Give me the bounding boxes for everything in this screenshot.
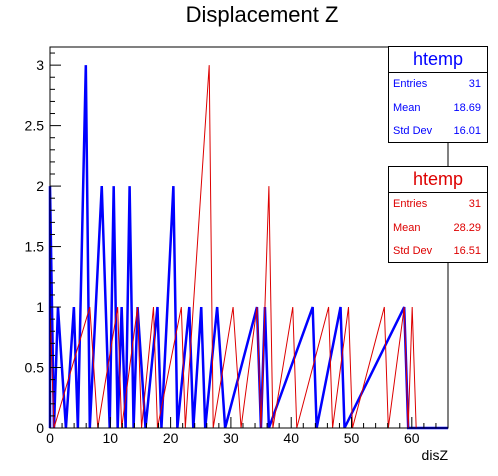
histogram-bin xyxy=(349,307,353,428)
x-tick-label: 40 xyxy=(283,430,299,446)
x-tick-label: 50 xyxy=(344,430,360,446)
histogram-bin xyxy=(90,307,94,428)
histogram-bin xyxy=(114,186,118,428)
histogram-bin xyxy=(217,307,221,428)
stats-label: Mean xyxy=(393,221,421,234)
stats-row-std-dev: Std Dev 16.51 xyxy=(389,240,487,264)
x-tick-label: 20 xyxy=(163,430,179,446)
y-tick-label: 0.5 xyxy=(25,360,45,376)
histogram-bin xyxy=(189,307,193,428)
stats-row-mean: Mean 28.29 xyxy=(389,217,487,241)
y-tick-label: 0 xyxy=(36,420,44,436)
histogram-bin xyxy=(130,186,134,428)
histogram-bin xyxy=(329,307,333,428)
histogram-bin xyxy=(118,307,122,428)
stats-row-mean: Mean 18.69 xyxy=(389,97,487,121)
histogram-bin xyxy=(138,307,142,428)
histogram-bin xyxy=(94,307,98,428)
histogram-bin xyxy=(86,65,90,428)
stats-label: Std Dev xyxy=(393,245,433,257)
stats-label: Std Dev xyxy=(393,125,433,137)
histogram-bin xyxy=(257,307,261,428)
histogram-bin xyxy=(209,65,213,428)
y-tick-label: 2 xyxy=(36,178,44,194)
y-tick-label: 3 xyxy=(36,57,44,73)
axes: 0 10 20 30 40 50 60 0 0.5 1 1.5 2 2.5 3 xyxy=(25,52,437,446)
y-tick-label: 1 xyxy=(36,299,44,315)
stats-label: Entries xyxy=(393,198,428,210)
stats-title: htemp xyxy=(389,47,487,73)
stats-row-entries: Entries 31 xyxy=(389,73,487,97)
histogram-bin xyxy=(237,307,241,428)
y-tick-label: 2.5 xyxy=(25,118,45,134)
stats-row-std-dev: Std Dev 16.01 xyxy=(389,120,487,144)
stats-value: 16.51 xyxy=(453,245,481,257)
chart-title: Displacement Z xyxy=(186,2,339,27)
y-tick-label: 1.5 xyxy=(25,239,45,255)
histogram-bin xyxy=(62,307,66,428)
histogram-bin xyxy=(173,186,177,428)
x-axis-label: disZ xyxy=(422,447,449,463)
x-tick-label: 60 xyxy=(404,430,420,446)
histogram-bin xyxy=(153,307,157,428)
stats-box-red: htemp Entries 31 Mean 28.29 Std Dev 16.5… xyxy=(388,166,488,263)
stats-value: 31 xyxy=(468,78,481,90)
histogram-outline xyxy=(49,65,448,429)
series-htemp-red xyxy=(49,65,448,429)
histogram-bin xyxy=(412,307,416,428)
stats-label: Entries xyxy=(393,78,428,90)
series-htemp-blue xyxy=(48,65,448,430)
stats-row-entries: Entries 31 xyxy=(389,193,487,217)
histogram-bin xyxy=(384,307,388,428)
x-tick-label: 0 xyxy=(46,430,54,446)
histogram-bin xyxy=(341,307,345,428)
stats-value: 28.29 xyxy=(453,221,481,234)
histogram-bin xyxy=(233,307,237,428)
stats-box-blue: htemp Entries 31 Mean 18.69 Std Dev 16.0… xyxy=(388,46,488,143)
x-tick-label: 30 xyxy=(223,430,239,446)
histogram-bin xyxy=(265,307,269,428)
histogram-bin xyxy=(404,307,408,428)
histogram-bin xyxy=(201,307,205,428)
histogram-bin xyxy=(74,307,78,428)
histogram-bin xyxy=(269,186,273,428)
stats-title: htemp xyxy=(389,167,487,193)
x-tick-label: 10 xyxy=(103,430,119,446)
stats-value: 16.01 xyxy=(453,125,481,137)
histogram-outline xyxy=(48,65,448,430)
stats-label: Mean xyxy=(393,101,421,114)
stats-value: 18.69 xyxy=(453,101,481,114)
histogram-bin xyxy=(181,307,185,428)
histogram-bin xyxy=(293,307,297,428)
histogram-bin xyxy=(313,307,317,428)
stats-value: 31 xyxy=(468,198,481,210)
